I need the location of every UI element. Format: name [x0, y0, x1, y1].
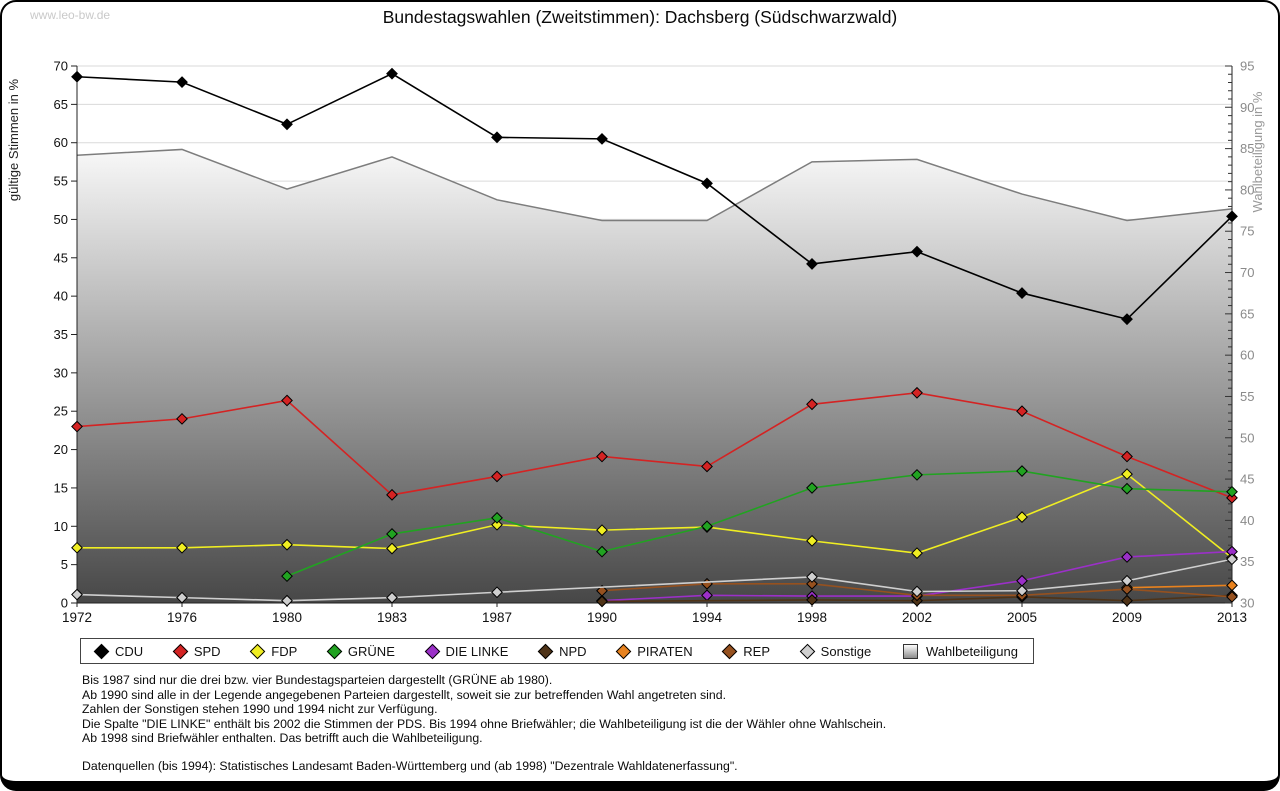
svg-text:40: 40	[54, 289, 68, 304]
svg-text:95: 95	[1240, 59, 1254, 74]
site-watermark: www.leo-bw.de	[30, 8, 111, 22]
legend-item-sonstige: Sonstige	[799, 643, 872, 659]
series-diamond-icon	[249, 643, 266, 659]
legend-item-cdu: CDU	[93, 643, 144, 659]
svg-text:45: 45	[54, 250, 68, 265]
svg-text:1994: 1994	[692, 610, 723, 625]
svg-text:70: 70	[54, 59, 68, 74]
legend-label: DIE LINKE	[445, 643, 509, 659]
svg-text:5: 5	[61, 557, 68, 572]
legend-label: PIRATEN	[637, 643, 693, 659]
svg-text:1980: 1980	[272, 610, 302, 625]
svg-text:55: 55	[1240, 389, 1254, 404]
chart-title: Bundestagswahlen (Zweitstimmen): Dachsbe…	[382, 7, 898, 27]
svg-text:0: 0	[61, 596, 68, 611]
legend-label: REP	[743, 643, 770, 659]
svg-text:50: 50	[54, 212, 68, 227]
series-diamond-icon	[537, 643, 554, 659]
svg-text:25: 25	[54, 404, 68, 419]
legend-label: Sonstige	[820, 643, 872, 659]
svg-text:30: 30	[54, 365, 68, 380]
svg-text:90: 90	[1240, 100, 1254, 115]
turnout-swatch-icon	[902, 643, 918, 659]
svg-text:gültige Stimmen in %: gültige Stimmen in %	[6, 79, 21, 202]
footnotes: Bis 1987 sind nur die drei bzw. vier Bun…	[82, 673, 886, 774]
legend-item-wahlbeteiligung: Wahlbeteiligung	[902, 643, 1018, 659]
svg-text:1976: 1976	[167, 610, 197, 625]
svg-text:2009: 2009	[1112, 610, 1142, 625]
svg-text:80: 80	[1240, 182, 1254, 197]
legend-label: GRÜNE	[347, 643, 395, 659]
svg-text:75: 75	[1240, 224, 1254, 239]
svg-text:60: 60	[54, 135, 68, 150]
footnote-line: Ab 1990 sind alle in der Legende angegeb…	[82, 687, 726, 702]
svg-text:85: 85	[1240, 141, 1254, 156]
legend-label: Wahlbeteiligung	[925, 643, 1018, 659]
svg-text:45: 45	[1240, 472, 1254, 487]
svg-text:70: 70	[1240, 265, 1254, 280]
series-diamond-icon	[424, 643, 440, 659]
series-diamond-icon	[799, 643, 815, 659]
legend-item-npd: NPD	[537, 643, 587, 659]
svg-text:40: 40	[1240, 513, 1254, 528]
svg-text:65: 65	[1240, 306, 1254, 321]
legend-label: CDU	[115, 643, 144, 659]
svg-text:2005: 2005	[1007, 610, 1037, 625]
chart-legend: CDU SPD FDP GRÜNE DIE LINKE NPD PIRATEN REP Sons…	[80, 638, 1034, 664]
svg-text:20: 20	[54, 442, 68, 457]
svg-text:15: 15	[54, 480, 68, 495]
svg-text:1987: 1987	[482, 610, 512, 625]
legend-item-grüne: GRÜNE	[326, 643, 395, 659]
data-source-note: Datenquellen (bis 1994): Statistisches L…	[82, 758, 738, 773]
legend-item-spd: SPD	[172, 643, 221, 659]
svg-text:2002: 2002	[902, 610, 932, 625]
footnote-line: Bis 1987 sind nur die drei bzw. vier Bun…	[82, 673, 553, 687]
legend-label: SPD	[193, 643, 221, 659]
svg-text:65: 65	[54, 97, 68, 112]
election-chart: 0 5 10 15 20 25 30 35 40 45 50 55 60 65 70 30 35 40 45 50 55…	[6, 59, 1265, 626]
footnote-line: Ab 1998 sind Briefwähler enthalten. Das …	[82, 731, 483, 746]
legend-item-fdp: FDP	[249, 643, 298, 659]
legend-item-piraten: PIRATEN	[615, 643, 693, 659]
legend-item-rep: REP	[721, 643, 770, 659]
footnote-line: Die Spalte "DIE LINKE" enthält bis 2002 …	[82, 716, 887, 731]
series-diamond-icon	[326, 643, 343, 659]
svg-text:10: 10	[54, 519, 68, 534]
series-diamond-icon	[721, 643, 738, 659]
svg-text:Wahlbeteiligung in %: Wahlbeteiligung in %	[1250, 91, 1265, 212]
svg-text:1972: 1972	[62, 610, 92, 625]
legend-label: FDP	[271, 643, 298, 659]
legend-item-die-linke: DIE LINKE	[424, 643, 509, 659]
svg-text:1998: 1998	[797, 610, 827, 625]
svg-text:35: 35	[1240, 554, 1254, 569]
series-diamond-icon	[93, 643, 110, 659]
svg-text:30: 30	[1240, 596, 1254, 611]
series-diamond-icon	[172, 643, 189, 659]
svg-text:50: 50	[1240, 430, 1254, 445]
svg-text:1983: 1983	[377, 610, 407, 625]
svg-text:2013: 2013	[1217, 610, 1247, 625]
svg-text:55: 55	[54, 174, 68, 189]
footnote-line: Zahlen der Sonstigen stehen 1990 und 199…	[82, 702, 438, 717]
svg-text:1990: 1990	[587, 610, 617, 625]
legend-label: NPD	[559, 643, 587, 659]
svg-text:35: 35	[54, 327, 68, 342]
series-diamond-icon	[615, 643, 632, 659]
svg-text:60: 60	[1240, 348, 1254, 363]
